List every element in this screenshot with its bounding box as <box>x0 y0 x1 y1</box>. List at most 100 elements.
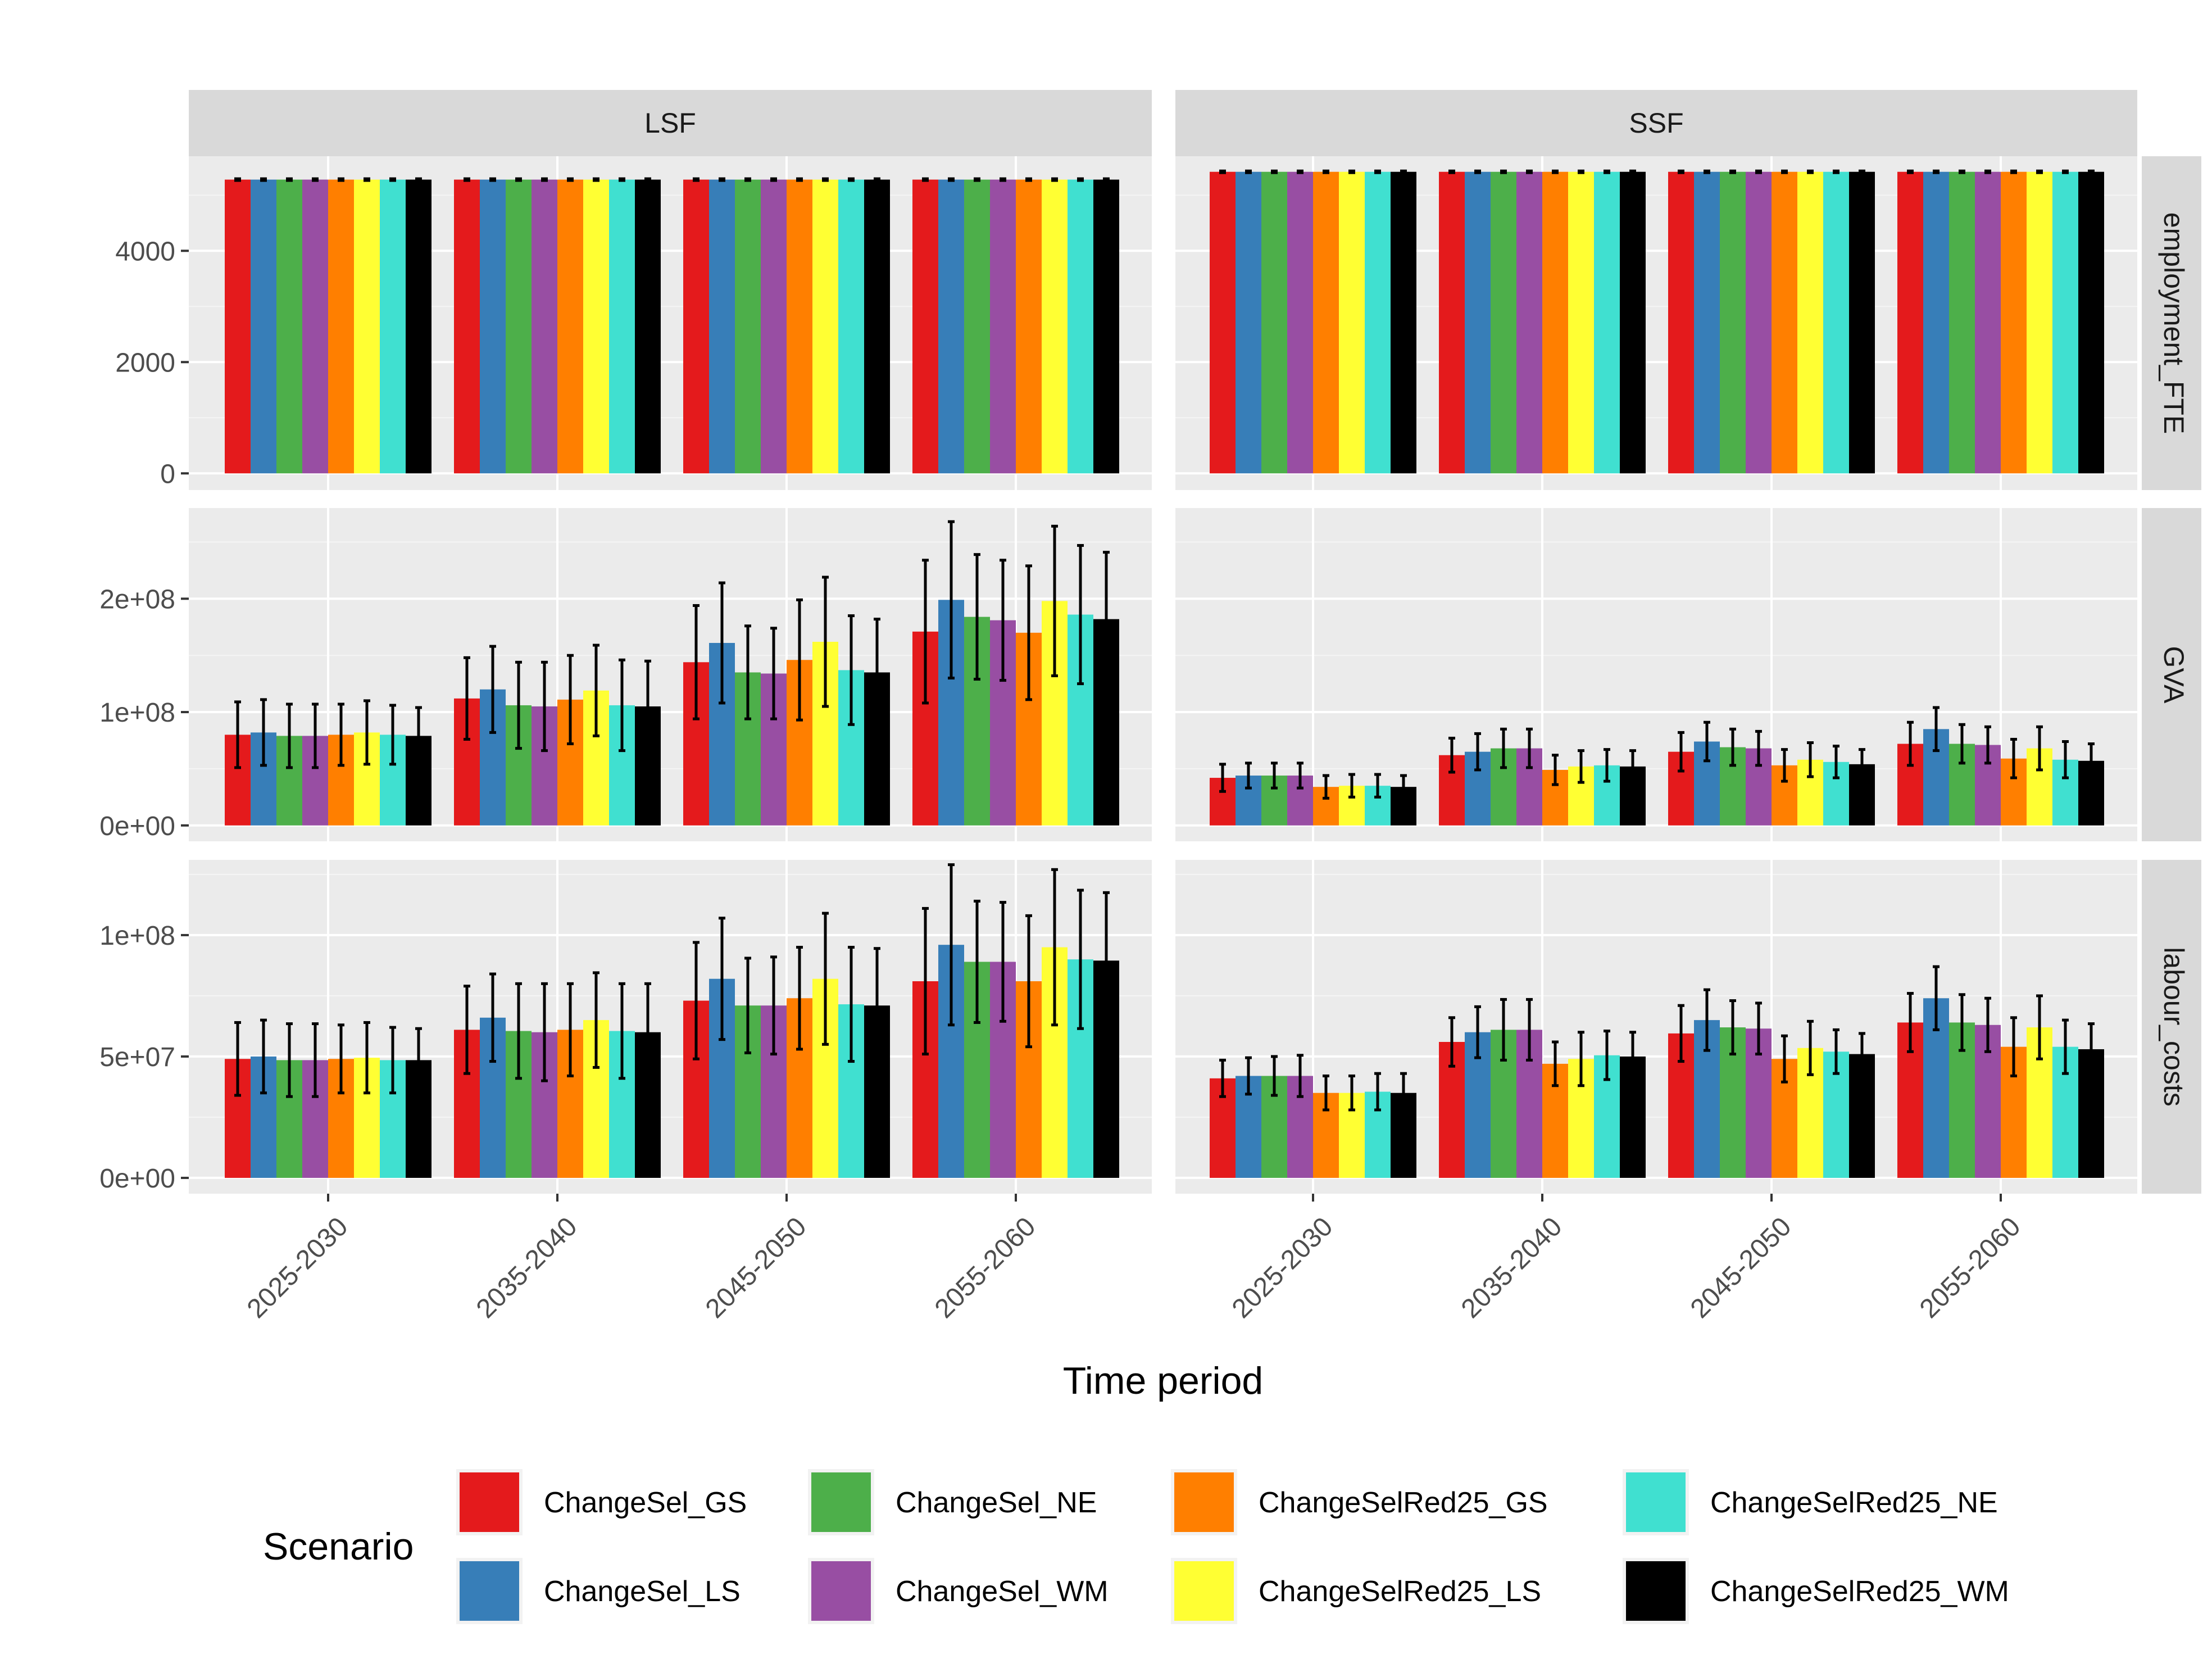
bar-ChangeSel_NE <box>1261 171 1287 474</box>
y-tick-label: 0 <box>160 459 175 489</box>
x-tick-label: 2025-2030 <box>1227 1212 1339 1324</box>
bar-ChangeSelRed25_NE <box>1365 171 1391 474</box>
bar-ChangeSel_GS <box>1897 171 1923 474</box>
legend-swatch-ChangeSel_NE <box>811 1472 871 1532</box>
bar-ChangeSelRed25_LS <box>2027 171 2052 474</box>
y-tick-label: 0e+00 <box>99 1164 175 1194</box>
legend-label-ChangeSelRed25_WM: ChangeSelRed25_WM <box>1710 1575 2009 1608</box>
bar-ChangeSel_WM <box>532 179 557 474</box>
legend-swatch-ChangeSel_GS <box>460 1472 519 1532</box>
bar-ChangeSel_GS <box>1668 171 1694 474</box>
facet-label-GVA: GVA <box>2158 646 2190 704</box>
bar-ChangeSel_LS <box>1923 171 1949 474</box>
bar-ChangeSelRed25_WM <box>406 179 432 474</box>
bar-ChangeSelRed25_NE <box>1068 179 1093 474</box>
bar-ChangeSelRed25_GS <box>1542 171 1568 474</box>
bar-ChangeSel_GS <box>683 179 709 474</box>
bar-ChangeSelRed25_GS <box>1313 171 1339 474</box>
bar-ChangeSelRed25_LS <box>1042 179 1068 474</box>
bar-ChangeSel_LS <box>1236 171 1261 474</box>
facet-label-employment_FTE: employment_FTE <box>2158 212 2190 434</box>
bar-ChangeSelRed25_WM <box>864 179 890 474</box>
bar-ChangeSelRed25_LS <box>354 179 380 474</box>
bar-ChangeSelRed25_LS <box>1568 171 1594 474</box>
legend-swatch-ChangeSelRed25_LS <box>1174 1561 1234 1621</box>
legend-swatch-ChangeSelRed25_WM <box>1626 1561 1686 1621</box>
bar-ChangeSel_WM <box>1746 171 1772 474</box>
bar-ChangeSelRed25_NE <box>609 179 635 474</box>
facet-label-lsf: LSF <box>644 107 696 139</box>
bar-ChangeSelRed25_LS <box>1339 171 1365 474</box>
y-tick-label: 1e+08 <box>99 921 175 951</box>
bar-ChangeSel_WM <box>302 179 328 474</box>
bar-ChangeSel_LS <box>1694 171 1720 474</box>
x-tick-label: 2025-2030 <box>242 1212 354 1324</box>
facet-strip-GVA <box>2142 508 2201 841</box>
bar-ChangeSelRed25_GS <box>557 179 583 474</box>
bar-ChangeSelRed25_GS <box>2001 171 2027 474</box>
facet-label-ssf: SSF <box>1629 107 1683 139</box>
bar-ChangeSelRed25_WM <box>2078 171 2104 474</box>
bar-ChangeSel_GS <box>1439 171 1465 474</box>
bar-ChangeSel_WM <box>761 179 787 474</box>
bar-ChangeSelRed25_GS <box>787 179 812 474</box>
bar-ChangeSelRed25_NE <box>1823 171 1849 474</box>
bar-ChangeSel_LS <box>1465 171 1491 474</box>
legend-swatch-ChangeSelRed25_GS <box>1174 1472 1234 1532</box>
bar-ChangeSelRed25_NE <box>380 179 406 474</box>
bar-ChangeSel_LS <box>709 179 735 474</box>
x-tick-label: 2035-2040 <box>471 1212 583 1324</box>
legend-swatch-ChangeSel_WM <box>811 1561 871 1621</box>
legend-label-ChangeSelRed25_GS: ChangeSelRed25_GS <box>1259 1486 1548 1519</box>
y-tick-label: 2000 <box>115 348 175 378</box>
bar-ChangeSelRed25_WM <box>1620 171 1646 474</box>
bar-ChangeSelRed25_LS <box>1797 171 1823 474</box>
legend-label-ChangeSel_WM: ChangeSel_WM <box>896 1575 1109 1608</box>
bar-ChangeSel_GS <box>225 179 251 474</box>
bar-ChangeSelRed25_WM <box>1093 179 1119 474</box>
x-tick-label: 2055-2060 <box>929 1212 1042 1324</box>
bar-ChangeSelRed25_NE <box>838 179 864 474</box>
legend-label-ChangeSel_LS: ChangeSel_LS <box>544 1575 741 1608</box>
bar-ChangeSel_NE <box>735 179 761 474</box>
x-tick-label: 2055-2060 <box>1914 1212 2027 1324</box>
bar-ChangeSel_GS <box>1210 171 1236 474</box>
bar-ChangeSel_LS <box>938 179 964 474</box>
legend-swatch-ChangeSelRed25_NE <box>1626 1472 1686 1532</box>
y-tick-label: 5e+07 <box>99 1042 175 1072</box>
bar-ChangeSel_GS <box>454 179 480 474</box>
y-tick-label: 2e+08 <box>99 584 175 614</box>
bar-ChangeSelRed25_GS <box>1772 171 1797 474</box>
bar-ChangeSelRed25_LS <box>583 179 609 474</box>
bar-ChangeSel_NE <box>506 179 532 474</box>
bar-ChangeSel_WM <box>1516 171 1542 474</box>
bar-ChangeSel_NE <box>276 179 302 474</box>
facet-strip-employment_FTE <box>2142 156 2201 490</box>
legend-label-ChangeSel_GS: ChangeSel_GS <box>544 1486 747 1519</box>
bar-ChangeSel_NE <box>1720 171 1746 474</box>
facet-strip-lsf <box>189 90 1152 156</box>
bar-ChangeSel_WM <box>1975 171 2001 474</box>
x-tick-label: 2045-2050 <box>700 1212 812 1324</box>
y-tick-label: 0e+00 <box>99 812 175 841</box>
bar-ChangeSel_NE <box>964 179 990 474</box>
facet-label-labour_costs: labour_costs <box>2158 947 2190 1107</box>
x-axis-title: Time period <box>1063 1359 1264 1402</box>
bar-ChangeSelRed25_WM <box>635 179 661 474</box>
bar-ChangeSelRed25_WM <box>1391 171 1416 474</box>
legend-swatch-ChangeSel_LS <box>460 1561 519 1621</box>
legend-label-ChangeSelRed25_LS: ChangeSelRed25_LS <box>1259 1575 1541 1608</box>
y-tick-label: 4000 <box>115 237 175 266</box>
bar-ChangeSel_GS <box>912 179 938 474</box>
bar-ChangeSel_NE <box>1949 171 1975 474</box>
legend-title: Scenario <box>263 1525 414 1568</box>
bar-ChangeSelRed25_WM <box>1849 171 1875 474</box>
legend-label-ChangeSelRed25_NE: ChangeSelRed25_NE <box>1710 1486 1998 1519</box>
bar-ChangeSel_LS <box>480 179 506 474</box>
bar-ChangeSelRed25_NE <box>2052 171 2078 474</box>
x-tick-label: 2035-2040 <box>1456 1212 1568 1324</box>
bar-ChangeSel_NE <box>1491 171 1516 474</box>
bar-ChangeSelRed25_GS <box>1016 179 1042 474</box>
